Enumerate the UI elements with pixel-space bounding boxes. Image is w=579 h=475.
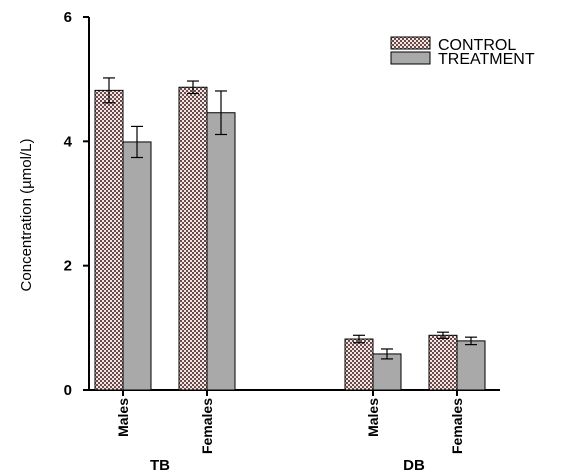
group-label-db: DB [403,457,425,474]
bar-treatment [122,141,152,391]
bar-treatment [456,340,486,391]
legend-swatch-control [390,36,431,50]
bar-control [344,338,374,391]
category-label: Females [449,398,465,454]
group-label-tb: TB [150,457,170,474]
bar-treatment [206,112,236,391]
y-tick-label: 0 [64,382,72,399]
category-label: Females [199,398,215,454]
category-label: Males [365,398,381,437]
y-axis-title: Concentration (µmol/L) [18,139,35,292]
category-label: Males [115,398,131,437]
bar-control [428,334,458,391]
bar-control [178,86,208,391]
y-tick-label: 4 [64,133,73,150]
legend-swatch-treatment [390,51,431,65]
legend-label-treatment: TREATMENT [438,51,535,68]
legend-label-control: CONTROL [438,37,516,54]
y-tick-label: 6 [64,9,72,26]
y-tick-label: 2 [64,258,72,275]
legend: CONTROL TREATMENT [390,36,535,68]
bar-treatment [372,353,402,391]
plot-area: 0 2 4 6 Males Females Males Females [64,9,500,454]
bar-control [94,89,124,391]
